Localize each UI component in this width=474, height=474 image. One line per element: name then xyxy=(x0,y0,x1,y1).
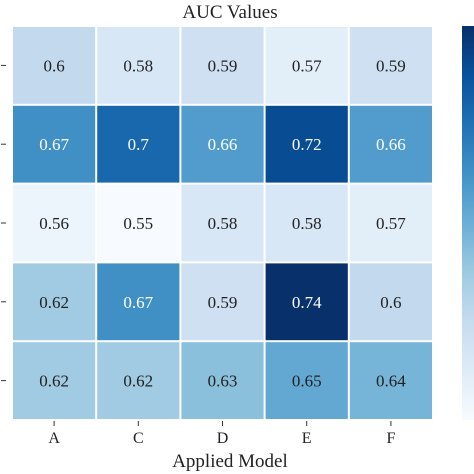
cell-value-label: 0.65 xyxy=(292,372,322,391)
heatmap-cell xyxy=(13,184,96,262)
heatmap-cell xyxy=(181,184,264,262)
cell-value-label: 0.74 xyxy=(292,293,322,312)
heatmap-cell xyxy=(181,27,264,104)
heatmap-cell xyxy=(349,342,432,419)
heatmap-cell xyxy=(349,263,432,341)
cell-value-label: 0.59 xyxy=(208,293,238,312)
heatmap-cell xyxy=(13,105,96,183)
heatmap-cell xyxy=(265,263,348,341)
heatmap-cell xyxy=(13,27,96,104)
cell-value-label: 0.66 xyxy=(376,135,406,154)
heatmap-cell xyxy=(97,263,180,341)
x-tick-label: D xyxy=(217,430,229,447)
heatmap-cell xyxy=(349,105,432,183)
cell-value-label: 0.59 xyxy=(376,56,406,75)
x-tick-label: E xyxy=(302,430,312,447)
y-axis xyxy=(1,64,6,382)
cell-value-label: 0.64 xyxy=(376,372,406,391)
cell-value-label: 0.56 xyxy=(39,214,69,233)
cell-value-label: 0.66 xyxy=(208,135,238,154)
cell-value-label: 0.67 xyxy=(123,293,153,312)
cell-value-label: 0.63 xyxy=(208,372,238,391)
cell-value-label: 0.72 xyxy=(292,135,322,154)
heatmap-cell xyxy=(265,342,348,419)
cell-value-label: 0.58 xyxy=(208,214,238,233)
x-tick-label: A xyxy=(48,430,60,447)
cell-value-label: 0.7 xyxy=(128,135,150,154)
cell-value-label: 0.6 xyxy=(380,293,401,312)
cell-value-label: 0.58 xyxy=(123,56,153,75)
cell-value-label: 0.67 xyxy=(39,135,69,154)
heatmap-cell xyxy=(13,342,96,419)
cell-value-label: 0.62 xyxy=(123,372,153,391)
heatmap-cell xyxy=(265,184,348,262)
heatmap-cell xyxy=(13,263,96,341)
heatmap-cell xyxy=(97,342,180,419)
heatmap-cell xyxy=(97,105,180,183)
heatmap-grid: 0.6 0.58 0.59 0.57 0.59 0.67 0.7 0.66 0.72 0.66 0.… xyxy=(12,26,433,420)
cell-value-label: 0.55 xyxy=(123,214,153,233)
heatmap-cell xyxy=(349,27,432,104)
colorbar xyxy=(462,26,474,420)
cell-value-label: 0.57 xyxy=(292,56,322,75)
heatmap-cell xyxy=(265,105,348,183)
x-axis-label: Applied Model xyxy=(172,451,288,472)
x-tick-label: C xyxy=(133,430,144,447)
cell-value-label: 0.59 xyxy=(208,56,238,75)
colorbar-gradient xyxy=(462,26,474,420)
cell-value-label: 0.62 xyxy=(39,293,69,312)
chart-title: AUC Values xyxy=(182,2,277,23)
heatmap-cell xyxy=(181,342,264,419)
x-tick-label: F xyxy=(386,430,395,447)
heatmap-cell xyxy=(181,105,264,183)
heatmap-cell xyxy=(97,27,180,104)
heatmap-cell xyxy=(265,27,348,104)
cell-value-label: 0.57 xyxy=(376,214,406,233)
heatmap-cell xyxy=(97,184,180,262)
cell-value-label: 0.58 xyxy=(292,214,322,233)
cell-value-label: 0.6 xyxy=(43,56,64,75)
heatmap-cell xyxy=(349,184,432,262)
cell-value-label: 0.62 xyxy=(39,372,69,391)
heatmap-cell xyxy=(181,263,264,341)
